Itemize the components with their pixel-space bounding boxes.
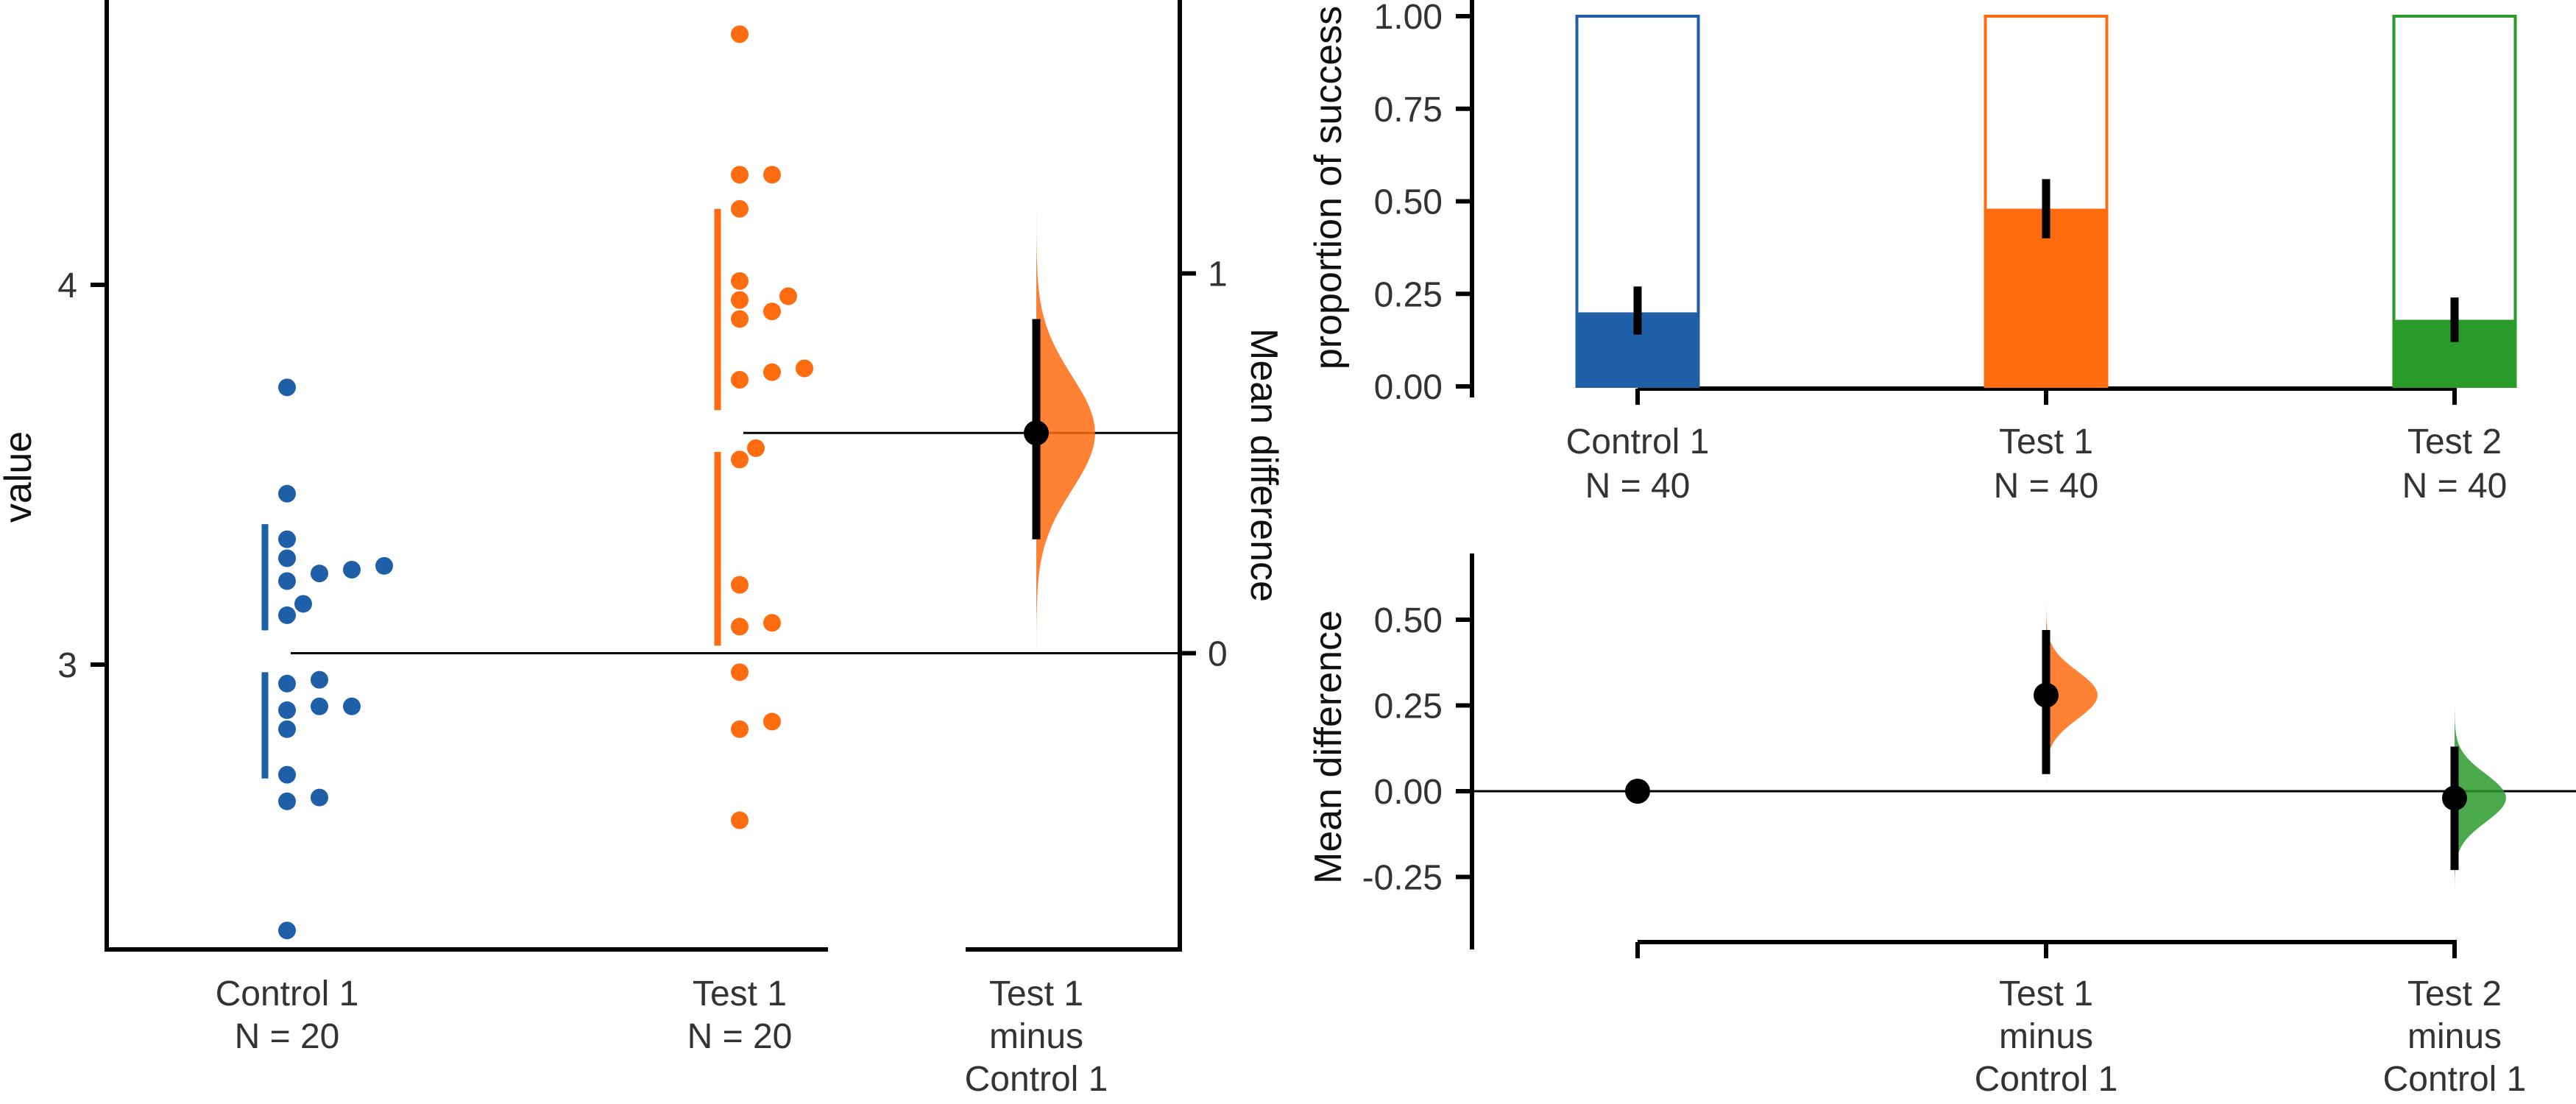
data-point-control-1 [311,670,328,689]
data-point-test-1 [731,166,749,184]
data-point-test-1 [731,272,749,290]
data-point-test-1 [731,450,749,469]
prop-y-axis-title: proportion of success [1307,6,1350,369]
md-y-tick-label: 0.50 [1374,601,1443,640]
md-label-2: Control 1 [1975,1060,2118,1099]
mean-difference-panel: -0.25 0.00 0.25 0.50 Mean difference Test 1 mi… [1307,553,2576,1099]
left-y-tick-label: 3 [57,646,77,685]
data-point-control-1 [278,765,296,784]
prop-y-tick-label: 0.00 [1374,368,1443,407]
md-distribution [2455,684,2506,905]
md-label-2: Control 1 [2383,1060,2527,1099]
data-point-control-1 [278,606,296,624]
data-point-control-1 [278,701,296,719]
md-mean-point [1625,779,1650,804]
data-point-control-1 [278,378,296,397]
data-point-test-1 [731,811,749,829]
md-label-1: minus [1999,1017,2093,1056]
data-point-control-1 [311,565,328,583]
data-point-control-1 [278,674,296,693]
delta-mean-point [1024,420,1049,446]
right-y-axis-title: Mean difference [1242,328,1285,602]
delta-distribution [1036,190,1095,737]
prop-category-label: Control 1 [1566,422,1710,461]
category-label: Test 1 [693,974,787,1013]
md-y-tick-label: -0.25 [1362,859,1443,898]
prop-y-tick-label: 0.50 [1374,183,1443,222]
prop-category-label: Test 2 [2407,422,2502,461]
left-y-tick-label: 4 [57,266,77,305]
data-point-test-1 [731,291,749,309]
data-point-control-1 [278,720,296,738]
data-point-test-1 [763,302,781,321]
md-label-0: Test 1 [1999,974,2093,1013]
data-point-test-1 [747,439,765,457]
delta-label-2: Control 1 [965,1060,1108,1099]
prop-n-label: N = 40 [2402,467,2508,506]
data-point-control-1 [294,595,312,613]
category-n-label: N = 20 [687,1017,793,1056]
data-point-test-1 [763,166,781,184]
data-point-test-1 [763,363,781,381]
prop-n-label: N = 40 [1994,467,2099,506]
data-point-control-1 [278,792,296,810]
data-point-test-1 [731,310,749,328]
right-y-tick-label: 1 [1208,255,1228,294]
md-distribution [2046,585,2098,785]
md-mean-point [2034,682,2059,708]
md-y-tick-label: 0.25 [1374,687,1443,726]
data-point-control-1 [278,921,296,940]
data-point-test-1 [763,712,781,731]
data-point-control-1 [278,530,296,548]
data-point-test-1 [731,720,749,738]
proportion-bar-panel: 0.00 0.25 0.50 0.75 1.00 proportion of succes… [1307,0,2517,506]
data-point-test-1 [731,618,749,636]
left-y-axis-title: value [0,431,40,523]
data-point-test-1 [731,663,749,682]
data-point-control-1 [278,572,296,590]
data-point-test-1 [731,371,749,389]
md-y-tick-label: 0.00 [1374,773,1443,812]
left-panel-swarm-plot: 3 4 value 0 1 Mean difference Control 1 N = 20 T… [0,0,1285,1099]
md-label-0: Test 2 [2407,974,2502,1013]
data-point-test-1 [796,359,813,378]
data-point-test-1 [731,199,749,218]
prop-y-tick-label: 1.00 [1374,0,1443,37]
data-point-test-1 [763,614,781,632]
md-mean-point [2442,785,2467,811]
data-point-control-1 [311,697,328,715]
delta-label-0: Test 1 [989,974,1083,1013]
data-point-test-1 [779,287,797,305]
data-point-control-1 [343,561,361,578]
data-point-control-1 [278,549,296,567]
data-point-test-1 [731,25,749,43]
delta-label-1: minus [989,1017,1083,1056]
category-label: Control 1 [216,974,359,1013]
data-point-test-1 [731,576,749,594]
prop-y-tick-label: 0.75 [1374,91,1443,130]
data-point-control-1 [278,484,296,503]
category-n-label: N = 20 [235,1017,340,1056]
data-point-control-1 [311,788,328,807]
prop-y-tick-label: 0.25 [1374,275,1443,314]
prop-n-label: N = 40 [1585,467,1691,506]
data-point-control-1 [375,556,393,575]
md-label-1: minus [2407,1017,2502,1056]
prop-category-label: Test 1 [1999,422,2093,461]
data-point-control-1 [343,697,361,715]
right-y-tick-label: 0 [1208,635,1228,674]
md-y-axis-title: Mean difference [1307,610,1350,884]
